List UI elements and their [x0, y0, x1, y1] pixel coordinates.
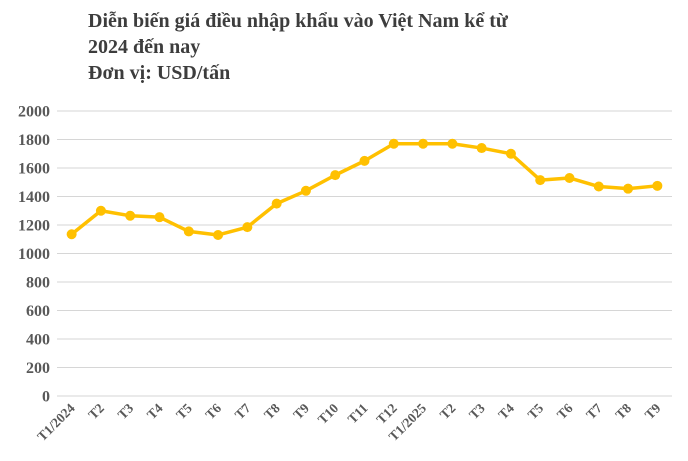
- x-tick-label: T7: [583, 400, 605, 422]
- data-point-marker: [154, 212, 165, 223]
- x-tick-label: T8: [612, 400, 634, 422]
- data-point-marker: [593, 181, 604, 192]
- data-point-marker: [242, 222, 253, 233]
- y-tick-label: 1000: [18, 246, 50, 263]
- x-tick-label: T8: [261, 400, 283, 422]
- x-tick-label: T10: [315, 400, 342, 427]
- x-tick-label: T1/2024: [34, 400, 78, 444]
- gridlines-group: [57, 110, 672, 397]
- data-point-marker: [271, 198, 282, 209]
- x-tick-label: T2: [437, 400, 459, 422]
- x-tick-label: T6: [202, 400, 224, 422]
- x-tick-label: T3: [466, 400, 488, 422]
- data-point-marker: [183, 226, 194, 237]
- y-tick-label: 600: [26, 303, 50, 320]
- x-tick-label: T4: [144, 400, 166, 422]
- x-tick-label: T3: [115, 400, 137, 422]
- data-point-marker: [476, 143, 487, 154]
- y-tick-label: 2000: [18, 104, 50, 121]
- data-point-marker: [447, 138, 458, 149]
- data-point-marker: [623, 183, 634, 194]
- x-tick-label: T5: [525, 400, 547, 422]
- y-tick-label: 400: [26, 332, 50, 349]
- x-tick-label: T6: [554, 400, 576, 422]
- x-tick-label: T4: [495, 400, 517, 422]
- data-point-marker: [125, 210, 136, 221]
- data-point-marker: [388, 138, 399, 149]
- data-point-marker: [213, 229, 224, 240]
- chart-title-line-1: Diễn biến giá điều nhập khẩu vào Việt Na…: [88, 10, 508, 32]
- y-tick-label: 1200: [18, 218, 50, 235]
- y-tick-label: 200: [26, 360, 50, 377]
- data-point-marker: [66, 229, 77, 240]
- y-axis-labels: 0 200 400 600 800 1000 1200 1400 1600 1800 2000: [18, 104, 50, 406]
- x-tick-label: T2: [85, 400, 107, 422]
- y-tick-label: 1800: [18, 132, 50, 149]
- data-point-marker: [505, 148, 516, 159]
- data-point-marker: [95, 205, 106, 216]
- chart-unit-label: Đơn vị: USD/tấn: [88, 62, 231, 84]
- data-point-marker: [535, 175, 546, 186]
- y-tick-label: 0: [42, 389, 50, 406]
- chart-title-block: Diễn biến giá điều nhập khẩu vào Việt Na…: [88, 8, 648, 86]
- data-point-marker: [359, 155, 370, 166]
- x-tick-label: T9: [642, 400, 664, 422]
- data-point-marker: [652, 180, 663, 191]
- x-tick-label: T5: [173, 400, 195, 422]
- x-tick-label: T9: [290, 400, 312, 422]
- y-tick-label: 1400: [18, 189, 50, 206]
- data-point-marker: [418, 138, 429, 149]
- chart-title-line-2: 2024 đến nay: [88, 36, 201, 58]
- price-line-series: [66, 138, 663, 240]
- x-tick-label: T7: [232, 400, 254, 422]
- data-point-marker: [564, 172, 575, 183]
- data-point-marker: [300, 185, 311, 196]
- x-tick-label: T11: [345, 400, 371, 426]
- y-tick-label: 800: [26, 275, 50, 292]
- y-tick-label: 1600: [18, 161, 50, 178]
- data-point-marker: [330, 170, 341, 181]
